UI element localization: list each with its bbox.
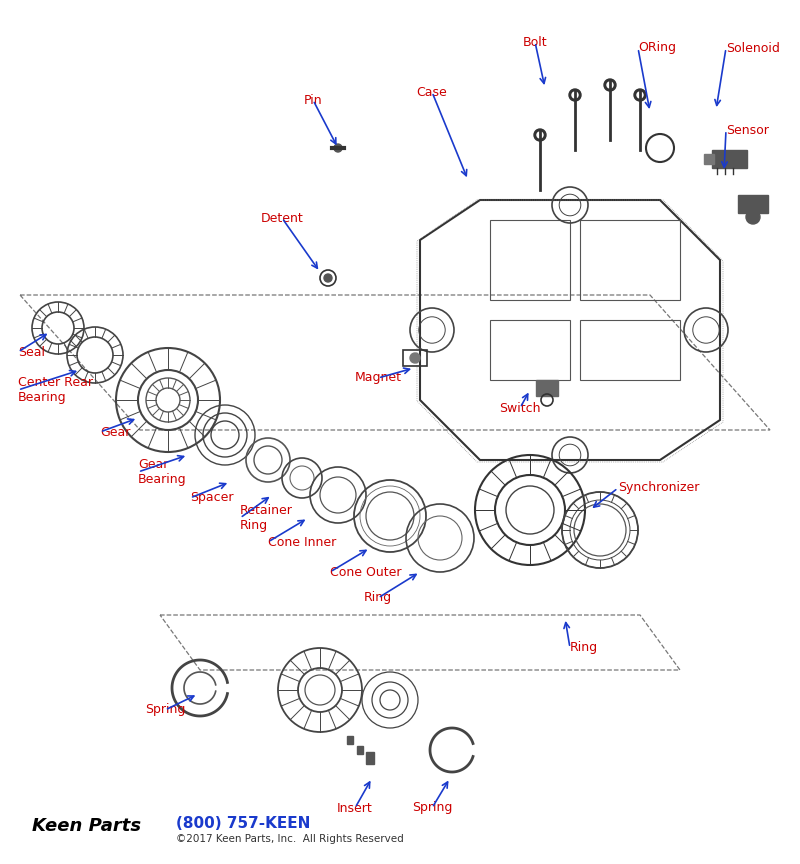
Bar xyxy=(490,220,570,300)
Circle shape xyxy=(537,132,543,138)
Circle shape xyxy=(569,89,581,101)
Text: Spacer: Spacer xyxy=(190,492,234,505)
Text: Gear
Bearing: Gear Bearing xyxy=(138,458,186,486)
Circle shape xyxy=(634,89,646,101)
Bar xyxy=(366,752,374,764)
Circle shape xyxy=(604,79,616,91)
Text: ORing: ORing xyxy=(638,41,676,54)
Circle shape xyxy=(334,144,342,152)
Bar xyxy=(357,746,363,754)
Bar xyxy=(347,736,353,744)
Text: Solenoid: Solenoid xyxy=(726,41,780,54)
Bar xyxy=(536,380,558,396)
Text: Seal: Seal xyxy=(18,346,45,359)
Text: (800) 757-KEEN: (800) 757-KEEN xyxy=(176,816,310,830)
Circle shape xyxy=(410,353,420,363)
Text: Gear: Gear xyxy=(100,425,130,439)
Text: Insert: Insert xyxy=(337,802,373,815)
Circle shape xyxy=(572,92,578,98)
Text: Cone Outer: Cone Outer xyxy=(330,566,402,579)
Bar xyxy=(490,320,570,380)
Text: ©2017 Keen Parts, Inc.  All Rights Reserved: ©2017 Keen Parts, Inc. All Rights Reserv… xyxy=(176,835,404,844)
Bar xyxy=(704,154,714,164)
Text: Synchronizer: Synchronizer xyxy=(618,481,699,494)
Bar xyxy=(580,320,680,380)
Text: Case: Case xyxy=(417,86,447,98)
Text: Ring: Ring xyxy=(570,641,598,655)
Text: Retainer
Ring: Retainer Ring xyxy=(240,504,293,532)
Text: Bolt: Bolt xyxy=(522,35,547,48)
Text: Cone Inner: Cone Inner xyxy=(268,536,336,549)
Text: Sensor: Sensor xyxy=(726,124,769,137)
Circle shape xyxy=(534,129,546,141)
Circle shape xyxy=(324,274,332,282)
Text: Ring: Ring xyxy=(364,592,392,605)
Text: Spring: Spring xyxy=(145,703,185,716)
Text: Detent: Detent xyxy=(261,212,303,225)
Text: Switch: Switch xyxy=(499,402,541,415)
Bar xyxy=(580,220,680,300)
Text: Magnet: Magnet xyxy=(354,372,402,384)
Text: Spring: Spring xyxy=(412,802,452,815)
Bar xyxy=(712,150,747,168)
Text: Pin: Pin xyxy=(304,93,322,106)
Text: Keen Parts: Keen Parts xyxy=(32,817,141,835)
Circle shape xyxy=(637,92,643,98)
Circle shape xyxy=(746,210,760,224)
Circle shape xyxy=(607,82,613,88)
Bar xyxy=(738,195,768,213)
Bar xyxy=(403,350,427,366)
Text: Center Rear
Bearing: Center Rear Bearing xyxy=(18,376,93,404)
